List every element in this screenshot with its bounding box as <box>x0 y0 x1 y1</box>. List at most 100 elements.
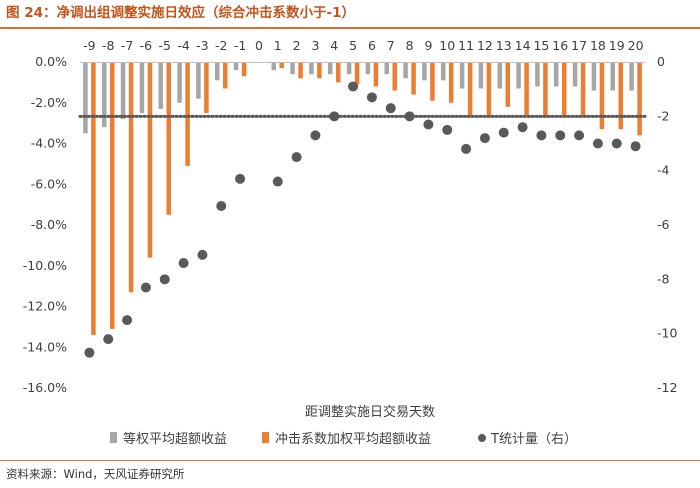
tstat-point <box>140 282 151 293</box>
tstat-point <box>291 152 302 163</box>
tstat-point <box>272 176 283 187</box>
tstat-point <box>555 130 566 141</box>
bar-equal-weight <box>554 62 559 87</box>
bar-impact-weighted <box>637 62 642 136</box>
y-right-tick-label: -2 <box>657 108 669 123</box>
tstat-point <box>310 130 321 141</box>
bar-impact-weighted <box>449 62 454 103</box>
bar-impact-weighted <box>430 62 435 101</box>
legend-tstat-label: T统计量（右） <box>490 432 577 447</box>
x-tick-label: -5 <box>159 38 171 53</box>
bar-equal-weight <box>139 62 145 113</box>
x-tick-label: -3 <box>196 38 208 53</box>
tstat-point <box>423 119 434 130</box>
tstat-point <box>498 127 509 138</box>
tstat-point <box>404 111 415 122</box>
bar-impact-weighted <box>524 62 529 115</box>
tstat-point <box>84 347 95 358</box>
tstat-point <box>366 92 377 103</box>
tstat-point <box>197 249 208 260</box>
bar-impact-weighted <box>128 62 134 293</box>
bottom-rule <box>0 460 700 461</box>
bar-impact-weighted <box>241 62 247 77</box>
x-tick-label: 12 <box>477 38 493 53</box>
x-tick-label: 8 <box>406 38 414 53</box>
y-left-tick-label: -14.0% <box>23 339 67 354</box>
x-tick-label: 19 <box>609 38 625 53</box>
y-left-tick-label: -8.0% <box>31 217 67 232</box>
x-tick-label: 11 <box>458 38 474 53</box>
x-tick-label: 20 <box>628 38 644 53</box>
y-right-tick-label: -10 <box>657 326 677 341</box>
x-tick-label: 3 <box>311 38 319 53</box>
top-rule <box>0 27 700 29</box>
bar-equal-weight <box>629 62 634 91</box>
x-tick-label: 0 <box>255 38 263 53</box>
x-tick-label: 13 <box>496 38 512 53</box>
bar-impact-weighted <box>317 62 322 79</box>
bar-impact-weighted <box>373 62 379 87</box>
tstat-point <box>442 124 453 135</box>
bar-equal-weight <box>120 62 126 120</box>
tstat-point <box>611 138 622 149</box>
tstat-point <box>216 200 227 211</box>
bar-impact-weighted <box>580 62 586 115</box>
bar-equal-weight <box>384 62 389 75</box>
tstat-point <box>479 133 490 144</box>
bar-impact-weighted <box>486 62 492 115</box>
tstat-point <box>536 130 547 141</box>
bar-equal-weight <box>83 62 88 134</box>
tstat-point <box>329 111 340 122</box>
x-axis-categories: -9 -8 -7 -6 -5 -4 -3 -2 -1 0 1 2 3 4 5 6 7 8 9 10 11 12 13 14 15… <box>83 38 643 53</box>
y-left-tick-label: -6.0% <box>31 176 67 191</box>
bar-equal-weight <box>290 62 295 75</box>
tstat-point <box>517 122 528 133</box>
x-tick-label: -6 <box>140 38 153 53</box>
x-axis-label: 距调整实施日交易天数 <box>305 404 435 420</box>
bar-equal-weight <box>591 62 597 91</box>
bar-impact-weighted <box>336 62 341 83</box>
x-tick-label: -9 <box>83 38 96 53</box>
bar-equal-weight <box>403 62 408 79</box>
plot-area <box>78 62 647 358</box>
y-right-tick-label: -6 <box>657 217 670 232</box>
bar-equal-weight <box>516 62 521 89</box>
x-tick-label: 16 <box>552 38 568 53</box>
x-tick-label: -2 <box>215 38 227 53</box>
x-tick-label: 10 <box>439 38 455 53</box>
bar-impact-weighted <box>354 62 360 85</box>
bar-impact-weighted <box>223 62 228 89</box>
bar-impact-weighted <box>91 62 96 336</box>
right-axis: 0 -2 -4 -6 -8 -10 -12 <box>657 54 677 395</box>
bar-impact-weighted <box>543 62 548 115</box>
bar-equal-weight <box>158 62 163 109</box>
bar-equal-weight <box>215 62 220 81</box>
tstat-point <box>159 274 170 285</box>
bar-equal-weight <box>478 62 484 89</box>
x-tick-label: 4 <box>330 38 338 53</box>
x-tick-label: -1 <box>234 38 246 53</box>
y-left-tick-label: -12.0% <box>23 299 67 314</box>
tstat-point <box>385 103 396 114</box>
bar-equal-weight <box>233 62 239 71</box>
x-tick-label: 18 <box>590 38 606 53</box>
bar-equal-weight <box>102 62 107 128</box>
x-tick-label: -7 <box>121 38 133 53</box>
bar-impact-weighted <box>298 62 303 79</box>
bar-equal-weight <box>441 62 446 81</box>
y-right-tick-label: -12 <box>657 380 677 395</box>
bar-impact-weighted <box>204 62 209 113</box>
tstat-point <box>574 130 585 141</box>
source-note: 资料来源：Wind，天风证券研究所 <box>6 467 185 481</box>
bar-impact-weighted <box>562 62 567 115</box>
bar-impact-weighted <box>599 62 605 130</box>
x-tick-label: 17 <box>571 38 587 53</box>
bar-impact-weighted <box>110 62 115 329</box>
tstat-point <box>592 138 603 149</box>
x-tick-label: 14 <box>515 38 531 53</box>
bar-impact-weighted <box>618 62 623 130</box>
bar-equal-weight <box>422 62 427 81</box>
bar-equal-weight <box>196 62 201 99</box>
y-left-tick-label: -4.0% <box>31 136 67 151</box>
bar-equal-weight <box>271 62 276 71</box>
